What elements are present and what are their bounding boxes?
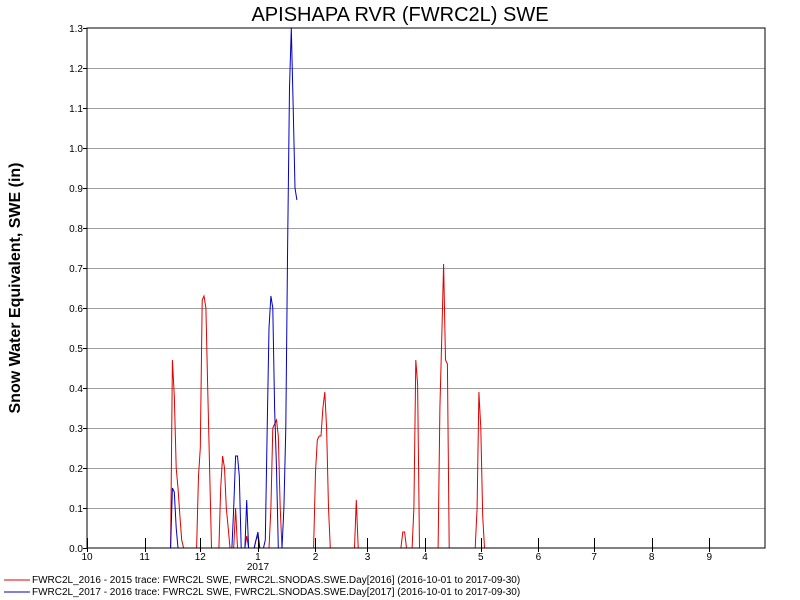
legend-label-1: FWRC2L_2016 - 2015 trace: FWRC2L SWE, FW…	[32, 575, 520, 586]
legend-label-2: FWRC2L_2017 - 2016 trace: FWRC2L SWE, FW…	[32, 587, 520, 598]
x-ticks: 10 11 12 1 2 3 4 5 6 7 8 9	[81, 538, 712, 563]
y-tick-label: 1.2	[69, 64, 83, 75]
plot-frame	[86, 27, 766, 549]
legend: FWRC2L_2016 - 2015 trace: FWRC2L SWE, FW…	[4, 575, 520, 598]
y-tick-label: 0.6	[69, 304, 83, 315]
x-tick-label: 7	[591, 552, 597, 563]
y-tick-label: 0.2	[69, 464, 83, 475]
x-tick-label: 6	[536, 552, 542, 563]
y-axis-label: Snow Water Equivalent, SWE (in)	[7, 163, 24, 414]
y-tick-label: 0.3	[69, 424, 83, 435]
x-tick-label: 9	[706, 552, 712, 563]
y-tick-label: 0.8	[69, 224, 83, 235]
x-tick-label: 12	[195, 552, 207, 563]
y-tick-label: 0.1	[69, 504, 83, 515]
x-tick-label: 8	[649, 552, 655, 563]
series-line-1	[170, 263, 485, 549]
x-tick-label: 11	[139, 552, 150, 563]
x-tick-label: 1	[255, 552, 261, 563]
chart-title: APISHAPA RVR (FWRC2L) SWE	[251, 4, 548, 26]
x-tick-label: 4	[422, 552, 428, 563]
y-tick-label: 1.1	[69, 104, 83, 115]
grid	[87, 68, 765, 509]
x-tick-label: 2	[313, 552, 319, 563]
y-tick-label: 1.3	[69, 24, 83, 35]
series-lines	[170, 27, 485, 549]
y-tick-label: 0.5	[69, 344, 83, 355]
x-tick-label: 3	[365, 552, 371, 563]
x-tick-label: 5	[478, 552, 484, 563]
y-tick-label: 0.9	[69, 184, 83, 195]
y-tick-label: 0.7	[69, 264, 83, 275]
y-tick-label: 0.0	[69, 544, 83, 555]
x-tick-label: 10	[81, 552, 93, 563]
y-ticks: 0.0 0.1 0.2 0.3 0.4 0.5 0.6 0.7 0.8 0.9 1.0 1.1 1.2 1…	[69, 24, 87, 555]
y-tick-label: 1.0	[69, 144, 83, 155]
series-line-2	[170, 27, 298, 549]
y-tick-label: 0.4	[69, 384, 83, 395]
year-label: 2017	[247, 562, 270, 573]
